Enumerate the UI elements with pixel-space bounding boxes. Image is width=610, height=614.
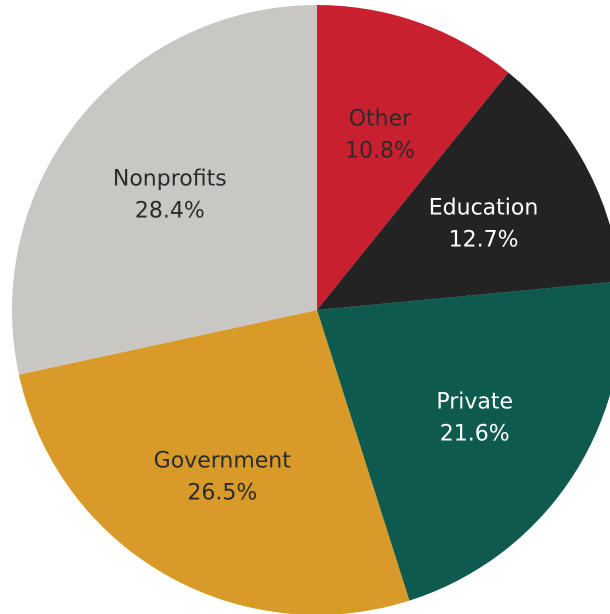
slice-value-nonprofits: 28.4% (135, 198, 205, 223)
slice-value-private: 21.6% (440, 421, 510, 446)
slice-label-government: Government (154, 449, 292, 474)
pie-slice-private (317, 282, 610, 601)
slice-value-education: 12.7% (449, 227, 519, 252)
slice-value-other: 10.8% (345, 139, 415, 164)
slice-label-nonprofits: Nonprofits (113, 166, 227, 191)
pie-slice-government (18, 310, 410, 614)
slice-value-government: 26.5% (187, 481, 257, 506)
pie-slices (11, 5, 610, 614)
slice-label-education: Education (429, 195, 539, 220)
pie-slice-nonprofits (11, 5, 317, 375)
pie-labels: Other 10.8% Education 12.7% Private 21.6% Gove… (113, 107, 538, 506)
slice-label-private: Private (436, 389, 513, 414)
slice-label-other: Other (349, 107, 412, 132)
pie-slice-other (317, 5, 509, 310)
pie-slice-education (317, 72, 610, 310)
